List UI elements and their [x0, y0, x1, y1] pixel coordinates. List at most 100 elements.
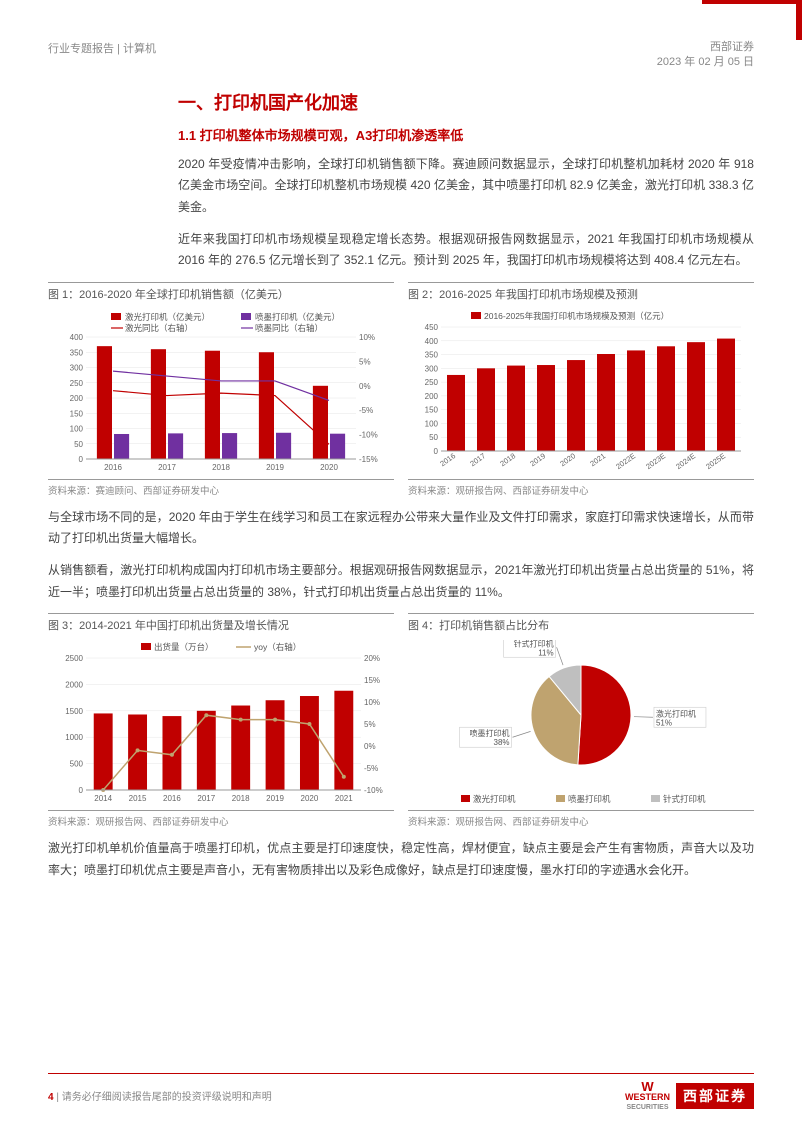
svg-text:0: 0 [79, 786, 84, 795]
svg-text:2000: 2000 [65, 681, 83, 690]
svg-text:400: 400 [425, 337, 439, 346]
svg-text:50: 50 [74, 440, 83, 449]
paragraph-1: 2020 年受疫情冲击影响，全球打印机销售额下降。赛迪顾问数据显示，全球打印机整… [178, 154, 754, 219]
svg-text:2018: 2018 [498, 451, 517, 468]
svg-text:15%: 15% [364, 676, 380, 685]
svg-text:0: 0 [434, 447, 439, 456]
svg-text:0%: 0% [359, 382, 371, 391]
chart2-title: 图 2：2016-2025 年我国打印机市场规模及预测 [408, 282, 754, 305]
svg-text:2022E: 2022E [614, 451, 637, 471]
svg-text:10%: 10% [359, 333, 375, 342]
page-footer: 4 | 请务必仔细阅读报告尾部的投资评级说明和声明 W WESTERN SECU… [48, 1073, 754, 1111]
svg-text:100: 100 [70, 424, 84, 433]
footer-logo-cn: 西部证券 [676, 1083, 754, 1109]
paragraph-2: 近年来我国打印机市场规模呈现稳定增长态势。根据观研报告网数据显示，2021 年我… [178, 229, 754, 272]
svg-text:针式打印机: 针式打印机 [514, 640, 554, 648]
svg-text:喷墨同比（右轴）: 喷墨同比（右轴） [255, 323, 323, 333]
svg-text:2017: 2017 [468, 451, 487, 468]
svg-text:0: 0 [79, 455, 84, 464]
header-company: 西部证券 [657, 40, 754, 55]
svg-text:2019: 2019 [266, 463, 284, 472]
svg-text:50: 50 [429, 433, 438, 442]
section-title: 一、打印机国产化加速 [178, 89, 754, 115]
svg-text:2023E: 2023E [644, 451, 667, 471]
svg-text:100: 100 [425, 419, 439, 428]
chart2-source: 资料来源：观研报告网、西部证券研发中心 [408, 479, 754, 497]
svg-text:2500: 2500 [65, 654, 83, 663]
paragraph-3: 与全球市场不同的是，2020 年由于学生在线学习和员工在家远程办公带来大量作业及… [48, 507, 754, 550]
svg-text:激光打印机（亿美元）: 激光打印机（亿美元） [125, 312, 210, 322]
svg-text:激光打印机: 激光打印机 [656, 708, 696, 718]
svg-text:2021: 2021 [335, 794, 353, 803]
svg-text:300: 300 [70, 363, 84, 372]
svg-text:2019: 2019 [528, 451, 547, 468]
chart4-title: 图 4：打印机销售额占比分布 [408, 613, 754, 636]
svg-text:2017: 2017 [197, 794, 215, 803]
svg-text:激光同比（右轴）: 激光同比（右轴） [125, 323, 193, 333]
svg-text:喷墨打印机（亿美元）: 喷墨打印机（亿美元） [255, 312, 340, 322]
svg-text:-5%: -5% [359, 406, 373, 415]
svg-text:20%: 20% [364, 654, 380, 663]
svg-text:2019: 2019 [266, 794, 284, 803]
chart3-box: 图 3：2014-2021 年中国打印机出货量及增长情况 出货量（万台）yoy（… [48, 613, 394, 828]
svg-text:2018: 2018 [232, 794, 250, 803]
corner-accent-h [702, 0, 802, 4]
svg-text:2015: 2015 [129, 794, 147, 803]
chart3-source: 资料来源：观研报告网、西部证券研发中心 [48, 810, 394, 828]
chart3-title: 图 3：2014-2021 年中国打印机出货量及增长情况 [48, 613, 394, 636]
charts-row-2: 图 3：2014-2021 年中国打印机出货量及增长情况 出货量（万台）yoy（… [48, 613, 754, 828]
svg-text:2017: 2017 [158, 463, 176, 472]
page-number: 4 [48, 1092, 54, 1103]
svg-text:2016: 2016 [438, 451, 457, 468]
svg-text:2018: 2018 [212, 463, 230, 472]
chart3-area: 出货量（万台）yoy（右轴）05001000150020002500-10%-5… [48, 640, 394, 810]
svg-text:针式打印机: 针式打印机 [663, 794, 706, 804]
svg-text:-10%: -10% [364, 786, 383, 795]
svg-text:2020: 2020 [320, 463, 338, 472]
svg-text:-10%: -10% [359, 430, 378, 439]
svg-text:38%: 38% [494, 738, 510, 747]
header-left: 行业专题报告 | 计算机 [48, 40, 156, 56]
footer-logo: W WESTERN SECURITIES 西部证券 [625, 1080, 754, 1111]
svg-text:2020: 2020 [301, 794, 319, 803]
svg-text:450: 450 [425, 323, 439, 332]
footer-left: 4 | 请务必仔细阅读报告尾部的投资评级说明和声明 [48, 1088, 272, 1103]
chart2-box: 图 2：2016-2025 年我国打印机市场规模及预测 2016-2025年我国… [408, 282, 754, 497]
footer-disclaimer: | 请务必仔细阅读报告尾部的投资评级说明和声明 [56, 1092, 271, 1103]
chart1-area: 激光打印机（亿美元） 喷墨打印机（亿美元） 激光同比（右轴） 喷墨同比（右轴） 0 50 1… [48, 309, 394, 479]
svg-text:2016-2025年我国打印机市场规模及预测（亿元）: 2016-2025年我国打印机市场规模及预测（亿元） [484, 311, 669, 321]
svg-text:激光打印机: 激光打印机 [473, 794, 516, 804]
svg-text:200: 200 [425, 392, 439, 401]
svg-text:350: 350 [70, 348, 84, 357]
svg-text:11%: 11% [538, 648, 553, 657]
paragraph-5: 激光打印机单机价值量高于喷墨打印机，优点主要是打印速度快，稳定性高，焊材便宜，缺… [48, 838, 754, 881]
paragraph-4: 从销售额看，激光打印机构成国内打印机市场主要部分。根据观研报告网数据显示，202… [48, 560, 754, 603]
svg-text:2016: 2016 [163, 794, 181, 803]
chart2-area: 2016-2025年我国打印机市场规模及预测（亿元） 0 50 100 150 200 25… [408, 309, 754, 479]
svg-text:2016: 2016 [104, 463, 122, 472]
svg-text:150: 150 [70, 409, 84, 418]
footer-logo-en: W WESTERN SECURITIES [625, 1080, 670, 1111]
chart4-source: 资料来源：观研报告网、西部证券研发中心 [408, 810, 754, 828]
svg-text:250: 250 [425, 378, 439, 387]
svg-text:10%: 10% [364, 698, 380, 707]
svg-text:150: 150 [425, 405, 439, 414]
svg-text:2021: 2021 [588, 451, 607, 468]
chart4-area: 激光打印机51%喷墨打印机38%针式打印机11%激光打印机喷墨打印机针式打印机 [408, 640, 754, 810]
svg-text:1000: 1000 [65, 733, 83, 742]
svg-text:2014: 2014 [94, 794, 112, 803]
svg-text:喷墨打印机: 喷墨打印机 [568, 794, 611, 804]
charts-row-1: 图 1：2016-2020 年全球打印机销售额（亿美元） 激光打印机（亿美元） 喷… [48, 282, 754, 497]
svg-text:-5%: -5% [364, 764, 378, 773]
chart1-title: 图 1：2016-2020 年全球打印机销售额（亿美元） [48, 282, 394, 305]
svg-text:5%: 5% [359, 357, 371, 366]
svg-text:出货量（万台）: 出货量（万台） [154, 642, 214, 652]
chart1-source: 资料来源：赛迪顾问、西部证券研发中心 [48, 479, 394, 497]
svg-text:-15%: -15% [359, 455, 378, 464]
svg-text:500: 500 [70, 760, 84, 769]
svg-text:2020: 2020 [558, 451, 577, 468]
page-header: 行业专题报告 | 计算机 西部证券 2023 年 02 月 05 日 [48, 40, 754, 71]
svg-text:400: 400 [70, 333, 84, 342]
svg-text:250: 250 [70, 379, 84, 388]
svg-text:2024E: 2024E [674, 451, 697, 471]
